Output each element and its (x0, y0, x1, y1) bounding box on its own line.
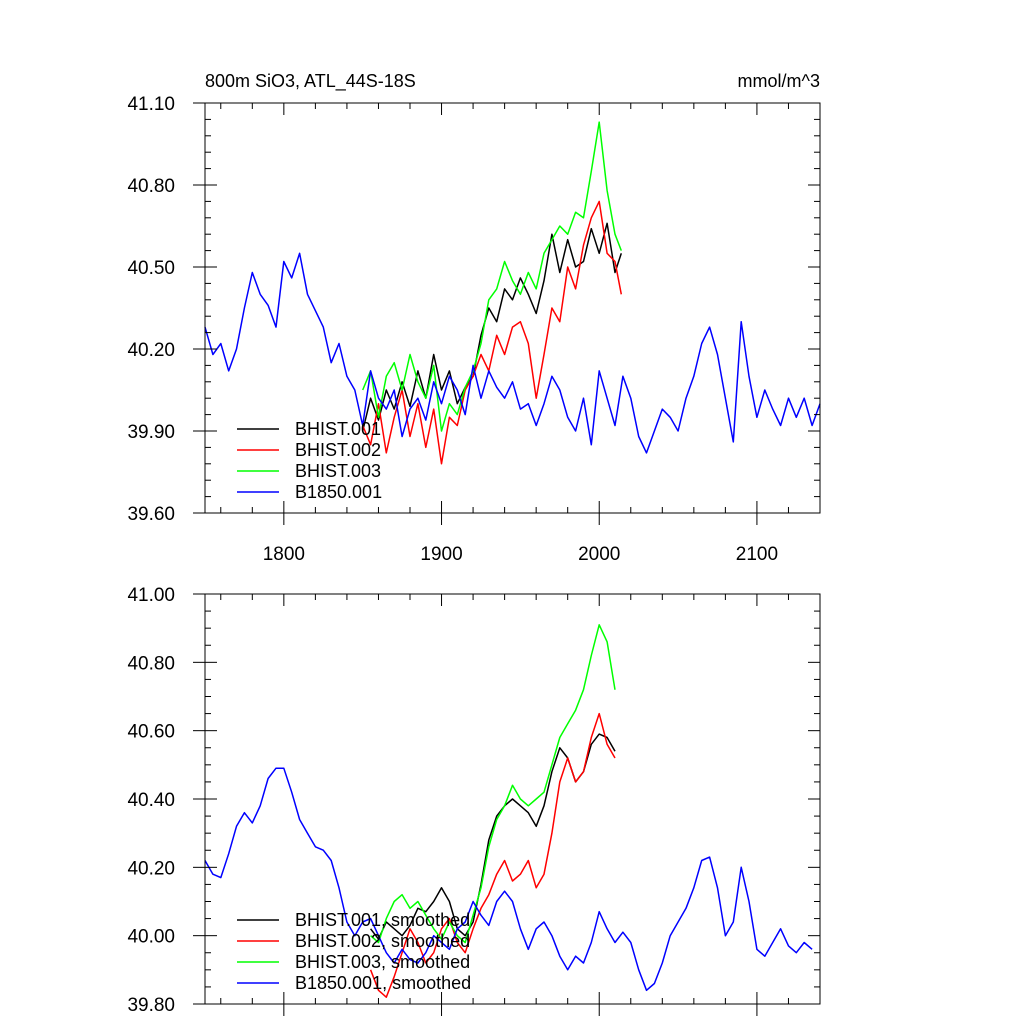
x-tick-label: 1800 (263, 544, 305, 565)
series-line-1-2 (370, 624, 616, 944)
legend-label: BHIST.002 (295, 440, 381, 460)
series-line-1-0 (370, 733, 616, 940)
bottom-series-group (204, 624, 813, 998)
legend-label: BHIST.001 (295, 419, 381, 439)
bottom-axes: 39.80 40.00 40.20 40.40 40.60 40.80 41.00 (127, 585, 821, 1016)
y-tick-label: 40.00 (127, 927, 175, 948)
y-tick-label: 41.10 (127, 94, 175, 115)
y-tick-label: 40.20 (127, 858, 175, 879)
series-line-1-1 (369, 712, 616, 998)
y-tick-label: 40.80 (127, 176, 175, 197)
top-plot-frame (204, 102, 821, 514)
legend-label: B1850.001 (295, 482, 382, 502)
top-series-group (204, 121, 821, 465)
y-tick-label: 40.50 (127, 258, 175, 279)
series-line-0-3 (204, 252, 821, 454)
y-tick-label: 40.60 (127, 722, 175, 743)
legend-label: B1850.001, smoothed (295, 973, 471, 993)
series-line-0-1 (362, 200, 623, 465)
x-tick-label: 2000 (578, 544, 620, 565)
top-panel: 800m SiO3, ATL_44S-18S mmol/m^3 39.6039.… (127, 71, 821, 565)
x-tick-label: 2100 (736, 544, 778, 565)
y-tick-label: 40.80 (127, 653, 175, 674)
top-chart-units: mmol/m^3 (738, 71, 820, 91)
y-tick-label: 39.90 (127, 422, 175, 443)
y-tick-label: 39.60 (127, 504, 175, 525)
bottom-plot-frame (204, 593, 821, 1005)
y-tick-label: 41.00 (127, 585, 175, 606)
legend-label: BHIST.003, smoothed (295, 952, 470, 972)
top-chart-title: 800m SiO3, ATL_44S-18S (205, 71, 416, 92)
y-tick-label: 40.20 (127, 340, 175, 361)
bottom-panel: 39.80 40.00 40.20 40.40 40.60 40.80 41.00 BHIS… (127, 585, 821, 1016)
y-tick-label: 39.80 (127, 995, 175, 1016)
legend-label: BHIST.001, smoothed (295, 910, 470, 930)
top-axes: 39.60 39.90 40.20 40.50 40.80 41.10 1800 1900 20… (127, 94, 821, 565)
legend-label: BHIST.002, smoothed (295, 931, 470, 951)
series-line-1-3 (204, 767, 813, 992)
legend-label: BHIST.003 (295, 461, 381, 481)
series-line-0-2 (362, 121, 623, 432)
y-tick-label: 40.40 (127, 790, 175, 811)
x-tick-label: 1900 (420, 544, 462, 565)
